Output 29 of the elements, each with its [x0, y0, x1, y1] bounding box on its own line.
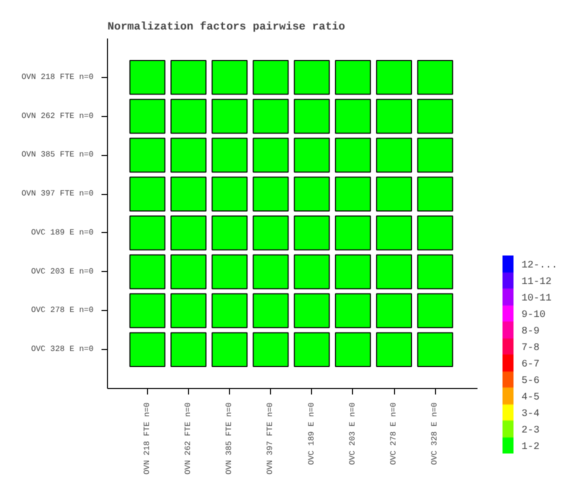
color-bar-label: 4-5 [522, 392, 540, 404]
x-tick-label: OVC 189 E n=0 [307, 402, 316, 465]
y-tick-label: OVC 328 E n=0 [31, 345, 94, 354]
color-bar-label: 1-2 [522, 442, 540, 453]
x-tick-label: OVC 278 E n=0 [390, 402, 399, 465]
color-bar-label: 9-10 [522, 310, 546, 321]
x-tick-label: OVC 328 E n=0 [430, 402, 440, 465]
x-tick-label: OVN 262 FTE n=0 [184, 402, 193, 475]
x-tick-label: OVN 218 FTE n=0 [142, 402, 152, 475]
y-tick-label: OVN 397 FTE n=0 [21, 190, 94, 199]
chart-title: Normalization factors pairwise ratio [108, 20, 346, 34]
y-tick-label: OVC 189 E n=0 [31, 228, 94, 238]
y-tick-label: OVN 218 FTE n=0 [21, 72, 94, 82]
color-bar-label: 5-6 [522, 376, 540, 387]
y-tick-label: OVC 278 E n=0 [31, 306, 94, 316]
x-tick-label: OVN 385 FTE n=0 [225, 402, 234, 475]
color-bar-label: 3-4 [522, 408, 540, 420]
color-bar-label: 12-... [522, 260, 558, 272]
color-bar-label: 8-9 [522, 326, 540, 338]
x-tick-label: OVC 203 E n=0 [348, 402, 358, 465]
color-bar-label: 11-12 [522, 276, 552, 288]
y-tick-label: OVC 203 E n=0 [31, 267, 94, 276]
y-tick-label: OVN 262 FTE n=0 [21, 112, 94, 121]
color-bar-label: 6-7 [522, 359, 540, 370]
color-bar-label: 7-8 [522, 342, 540, 354]
color-bar-label: 2-3 [522, 425, 540, 436]
x-tick-label: OVN 397 FTE n=0 [266, 402, 276, 475]
color-bar-label: 10-11 [522, 293, 552, 304]
y-tick-label: OVN 385 FTE n=0 [21, 150, 94, 160]
